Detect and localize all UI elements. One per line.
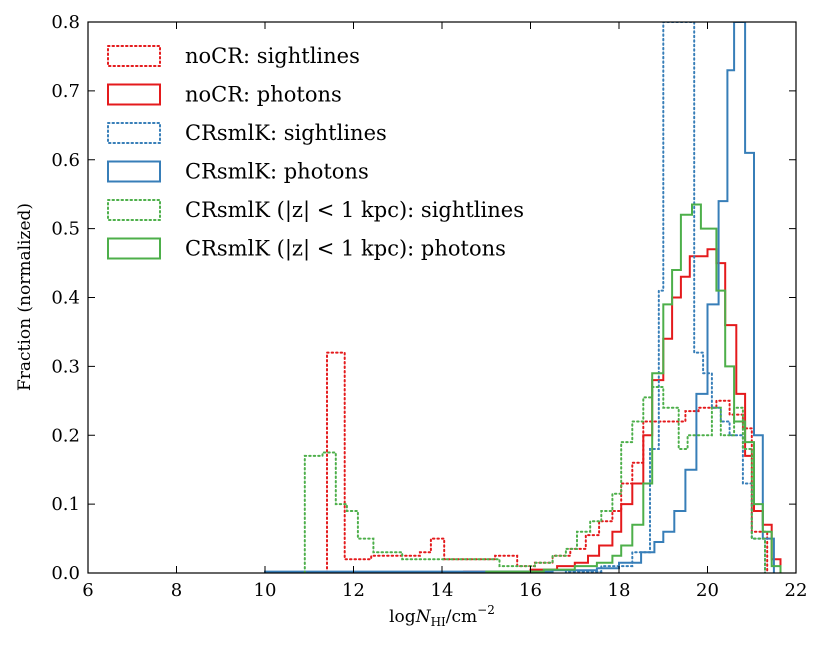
legend-swatch-4 xyxy=(107,160,161,183)
legend-label-5: CRsmlK (|z| < 1 kpc): sightlines xyxy=(185,198,524,223)
legend-label-1: noCR: sightlines xyxy=(185,44,360,68)
ticks-layer: 6 8 10 12 14 16 18 20 22 0.0 0.1 0.2 0.3 0.4 0.5 0.6 0.7… xyxy=(51,12,807,601)
series-line-5 xyxy=(303,386,766,573)
legend-swatch-5 xyxy=(107,199,161,221)
x-tick-label: 8 xyxy=(171,580,182,601)
legend: noCR: sightlines noCR: photons CRsmlK: sig… xyxy=(107,44,524,262)
x-tick-label: 12 xyxy=(342,580,365,601)
y-tick-label: 0.3 xyxy=(51,356,80,377)
series-line-1 xyxy=(326,351,769,573)
x-tick-label: 14 xyxy=(431,580,454,601)
x-axis-label: logNHI/cm−2 xyxy=(389,603,495,629)
series-line-4 xyxy=(264,22,775,573)
legend-swatch-3 xyxy=(107,122,161,144)
y-tick-label: 0.7 xyxy=(51,81,80,102)
legend-label-2: noCR: photons xyxy=(185,83,342,107)
legend-swatch-6 xyxy=(107,237,161,260)
y-tick-label: 0.6 xyxy=(51,150,80,171)
x-tick-label: 22 xyxy=(785,580,808,601)
legend-swatch-1 xyxy=(107,45,161,67)
y-tick-label: 0.2 xyxy=(51,425,80,446)
y-tick-label: 0.1 xyxy=(51,494,80,515)
series-layer xyxy=(264,22,782,573)
x-tick-label: 16 xyxy=(519,580,542,601)
y-tick-label: 0.5 xyxy=(51,219,80,240)
y-tick-label: 0.0 xyxy=(51,563,80,584)
series-line-2 xyxy=(463,248,782,573)
legend-label-3: CRsmlK: sightlines xyxy=(185,121,387,145)
legend-label-4: CRsmlK: photons xyxy=(185,160,369,184)
x-tick-label: 20 xyxy=(696,580,719,601)
legend-swatch-2 xyxy=(107,83,161,106)
y-tick-label: 0.8 xyxy=(51,12,80,33)
x-tick-label: 6 xyxy=(82,580,93,601)
series-line-3 xyxy=(564,22,766,573)
y-tick-label: 0.4 xyxy=(51,288,80,309)
x-tick-label: 18 xyxy=(608,580,631,601)
x-tick-label: 10 xyxy=(254,580,277,601)
legend-label-6: CRsmlK (|z| < 1 kpc): photons xyxy=(185,237,506,262)
y-axis-label: Fraction (normalized) xyxy=(15,203,35,391)
series-line-6 xyxy=(485,203,782,573)
